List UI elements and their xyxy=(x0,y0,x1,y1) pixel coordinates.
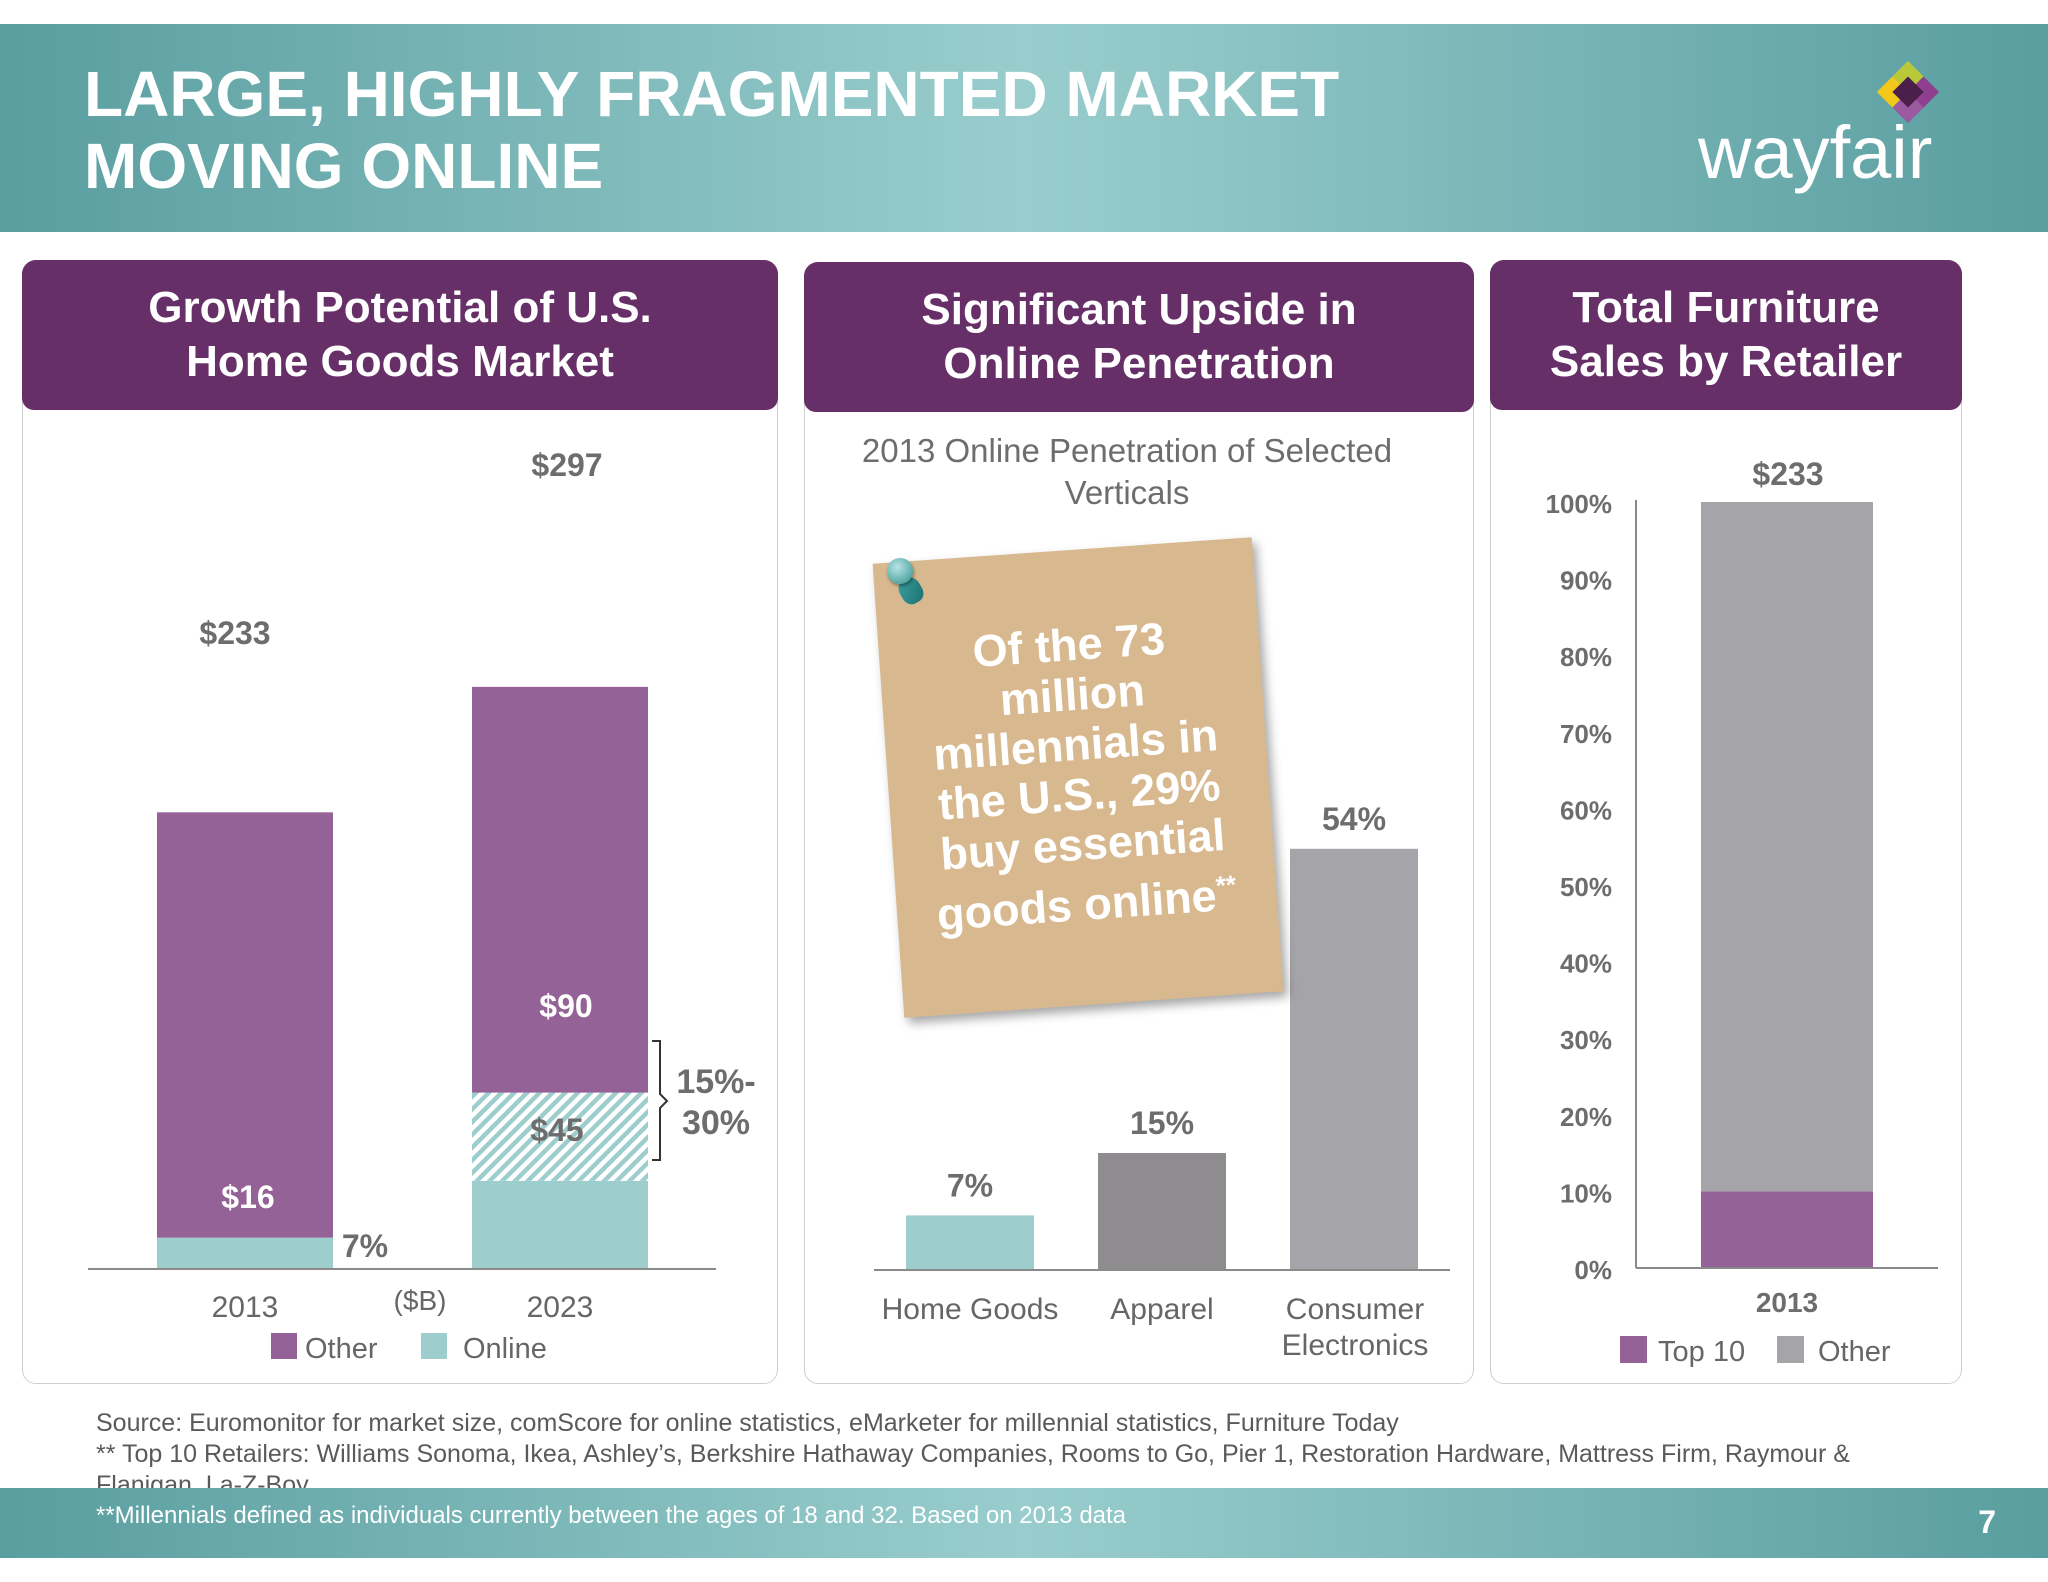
growth-online-2013-label: $16 xyxy=(221,1179,274,1215)
growth-legend-other-swatch xyxy=(271,1333,297,1359)
retailer-ytick-7: 70% xyxy=(1560,719,1612,749)
online-bar-1 xyxy=(1098,1153,1226,1270)
page-number: 7 xyxy=(1978,1504,1996,1540)
pushpin-head-icon xyxy=(887,558,913,584)
online-category-apparel: Apparel xyxy=(1110,1293,1213,1326)
growth-bracket-label-1: 15%- xyxy=(676,1063,755,1101)
growth-online-2023-label: $45 xyxy=(530,1112,583,1148)
retailer-ytick-0: 0% xyxy=(1574,1255,1612,1285)
retailer-category-2013: 2013 xyxy=(1756,1287,1818,1318)
source-line: Source: Euromonitor for market size, com… xyxy=(96,1409,1399,1437)
retailer-legend-other-swatch xyxy=(1777,1336,1804,1363)
panel-retailer-title: Total Furniture Sales by Retailer xyxy=(1490,260,1962,410)
growth-bar-upside-2023 xyxy=(472,1092,648,1181)
footnote: **Millennials defined as individuals cur… xyxy=(96,1502,1127,1529)
online-chart-title-1: 2013 Online Penetration of Selected xyxy=(862,432,1392,469)
online-bar-0 xyxy=(906,1215,1034,1270)
retailer-legend-top10: Top 10 xyxy=(1658,1336,1745,1368)
retailer-ytick-4: 40% xyxy=(1560,949,1612,979)
retailers-line: ** Top 10 Retailers: Williams Sonoma, Ik… xyxy=(96,1440,1850,1468)
retailer-bar-top-10 xyxy=(1701,1191,1873,1268)
retailer-legend-other: Other xyxy=(1818,1336,1891,1368)
online-value-label-2: 54% xyxy=(1322,801,1386,837)
growth-legend-online: Online xyxy=(463,1333,547,1365)
panel-growth-title: Growth Potential of U.S. Home Goods Mark… xyxy=(22,260,778,410)
retailer-total-label: $233 xyxy=(1752,456,1823,492)
growth-unit-label: ($B) xyxy=(394,1285,447,1316)
header-band xyxy=(0,24,2048,232)
slide-title: LARGE, HIGHLY FRAGMENTED MARKET MOVING O… xyxy=(84,58,1340,202)
retailer-ytick-9: 90% xyxy=(1560,566,1612,596)
retailer-bar-other xyxy=(1701,502,1873,1192)
growth-legend-other: Other xyxy=(305,1333,378,1365)
growth-bar-online-2023 xyxy=(472,1180,648,1269)
growth-bracket-label-2: 30% xyxy=(682,1104,750,1142)
growth-category-2023: 2023 xyxy=(527,1291,594,1324)
growth-upside-label: $90 xyxy=(539,988,592,1024)
retailer-legend-top10-swatch xyxy=(1620,1336,1647,1363)
retailer-ytick-3: 30% xyxy=(1560,1025,1612,1055)
online-category-electronics-1: Consumer xyxy=(1286,1293,1424,1326)
growth-bar-other-2023 xyxy=(472,686,648,1093)
online-bar-2 xyxy=(1290,848,1418,1270)
growth-bar-online-2013 xyxy=(157,1237,333,1269)
wayfair-logo: wayfair xyxy=(1697,60,1940,194)
online-category-electronics-2: Electronics xyxy=(1282,1329,1429,1362)
panel-growth xyxy=(22,260,778,1384)
growth-total-2013: $233 xyxy=(199,615,270,651)
growth-legend-online-swatch xyxy=(421,1333,447,1359)
growth-bar-other-2013 xyxy=(157,812,333,1238)
logo-wordmark: wayfair xyxy=(1697,111,1932,194)
growth-category-2013: 2013 xyxy=(212,1291,279,1324)
retailer-ytick-10: 100% xyxy=(1546,489,1613,519)
footer-band xyxy=(0,1488,2048,1558)
online-category-home-goods: Home Goods xyxy=(882,1293,1059,1326)
retailer-ytick-1: 10% xyxy=(1560,1178,1612,1208)
online-value-label-1: 15% xyxy=(1130,1105,1194,1141)
retailer-ytick-8: 80% xyxy=(1560,642,1612,672)
panel-online-title: Significant Upside in Online Penetration xyxy=(804,262,1474,412)
online-value-label-0: 7% xyxy=(947,1167,993,1203)
growth-pct-2013-label: 7% xyxy=(342,1228,388,1264)
retailer-ytick-5: 50% xyxy=(1560,872,1612,902)
retailer-ytick-6: 60% xyxy=(1560,795,1612,825)
growth-bracket xyxy=(652,1040,669,1161)
online-chart-title-2: Verticals xyxy=(1065,474,1190,511)
growth-total-2023: $297 xyxy=(531,447,602,483)
retailer-ytick-2: 20% xyxy=(1560,1102,1612,1132)
